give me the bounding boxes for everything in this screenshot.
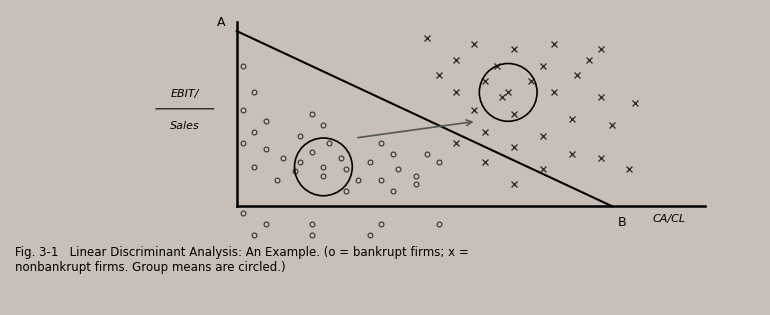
Text: CA/CL: CA/CL	[652, 214, 686, 224]
Text: Sales: Sales	[170, 121, 199, 131]
Text: Fig. 3-1   Linear Discriminant Analysis: An Example. (o = bankrupt firms; x =
no: Fig. 3-1 Linear Discriminant Analysis: A…	[15, 246, 469, 274]
Text: EBIT/: EBIT/	[171, 89, 199, 99]
Text: A: A	[216, 16, 225, 29]
Text: B: B	[618, 216, 627, 229]
